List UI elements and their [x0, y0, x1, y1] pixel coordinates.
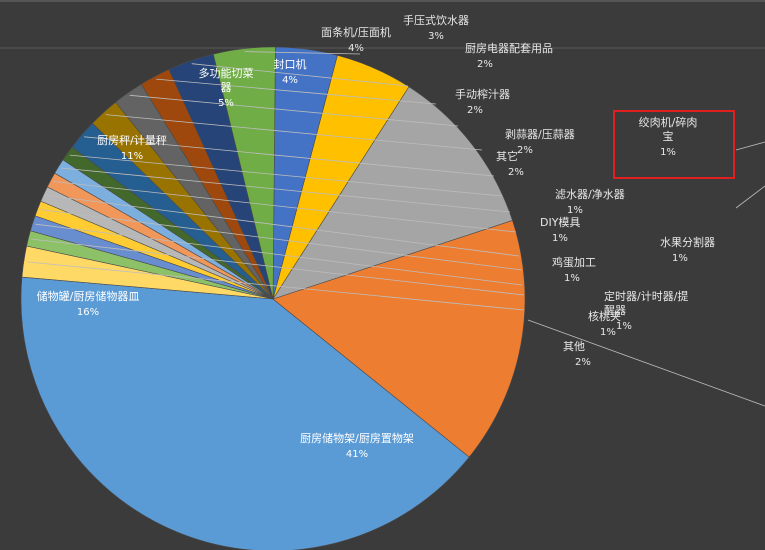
leader-line — [129, 94, 459, 127]
slice-percent: 2% — [508, 167, 524, 178]
slice-label: 滤水器/净水器 — [555, 187, 625, 201]
slice-label: 厨房秤/计量秤 — [97, 134, 167, 147]
slice-percent: 1% — [552, 233, 568, 244]
leader-line — [69, 154, 503, 197]
slice-label: 水果分割器 — [660, 235, 715, 249]
slice-label: 厨房储物架/厨房置物架 — [300, 431, 414, 445]
leader-line — [53, 181, 517, 233]
slice-label: 其他 — [563, 340, 585, 353]
slice-label: DIY模具 — [540, 216, 580, 229]
slice-label-line: 鸡蛋加工 — [552, 255, 596, 269]
slice-percent: 2% — [517, 145, 533, 156]
slice-percent: 41% — [346, 449, 368, 460]
slice-percent: 1% — [672, 253, 688, 264]
leader-line — [191, 63, 409, 87]
slice-label-line: 手动榨汁器 — [455, 87, 510, 101]
slice-percent: 1% — [660, 147, 676, 158]
leader-line — [40, 209, 523, 271]
slice-percent: 11% — [121, 151, 143, 162]
leader-line — [61, 167, 511, 213]
slice-label: 储物罐/厨房储物器皿 — [37, 289, 140, 303]
leader-line — [26, 261, 525, 311]
slice-label: 厨房电器配套用品 — [465, 42, 553, 55]
slice-percent: 2% — [467, 105, 483, 116]
slice-label: 其它 — [496, 149, 518, 163]
slice-label: 面条机/压面机 — [321, 25, 391, 39]
slice-percent: 1% — [600, 327, 616, 338]
slice-label-line: 厨房秤/计量秤 — [97, 134, 167, 147]
pie-slice — [20, 276, 470, 550]
leader-line — [156, 78, 437, 105]
edge-line-1 — [735, 141, 765, 151]
slice-percent: 3% — [428, 31, 444, 42]
slice-label-line: 核桃夹 — [588, 309, 621, 323]
slice-label: 多功能切菜器 — [199, 66, 254, 94]
slice-label-line: 多功能切菜 — [199, 66, 254, 80]
slice-label-line: 其它 — [496, 149, 518, 163]
highlight-box — [613, 110, 735, 179]
slice-label-line: 厨房电器配套用品 — [465, 42, 553, 55]
slice-percent: 1% — [567, 205, 583, 216]
slice-label: 手压式饮水器 — [403, 13, 469, 27]
slice-label: 绞肉机/碎肉宝 — [639, 115, 698, 143]
slice-percent: 2% — [477, 59, 493, 70]
slice-label-line: 厨房储物架/厨房置物架 — [300, 431, 414, 445]
leader-line — [35, 223, 523, 286]
leader-line — [244, 51, 361, 55]
pie-slice — [21, 245, 274, 300]
slice-label-line: DIY模具 — [540, 216, 580, 229]
slice-label-line: 宝 — [663, 129, 674, 143]
slice-label-line: 器 — [221, 81, 232, 94]
slice-label-line: 其他 — [563, 340, 585, 353]
slice-label: 定时器/计时器/提醒器 — [604, 289, 688, 317]
edge-line-3 — [527, 319, 765, 407]
slice-percent: 1% — [564, 273, 580, 284]
slice-label-line: 醒器 — [604, 304, 626, 317]
leader-line — [105, 114, 483, 151]
leader-line — [31, 238, 525, 296]
slice-label: 剥蒜器/压蒜器 — [505, 128, 575, 141]
slice-label: 封口机 — [274, 57, 307, 71]
slice-label-line: 储物罐/厨房储物器皿 — [37, 289, 140, 303]
slice-label: 鸡蛋加工 — [552, 255, 596, 269]
slice-label-line: 手压式饮水器 — [403, 13, 469, 27]
slice-percent: 4% — [348, 43, 364, 54]
slice-percent: 2% — [575, 357, 591, 368]
slice-label-line: 滤水器/净水器 — [555, 187, 625, 201]
slice-label-line: 定时器/计时器/提 — [604, 289, 688, 303]
pie-slice — [272, 220, 526, 458]
slice-label-line: 封口机 — [274, 57, 307, 71]
leader-line — [46, 194, 520, 257]
slice-label: 核桃夹 — [588, 309, 621, 323]
slice-percent: 1% — [616, 321, 632, 332]
slice-label: 手动榨汁器 — [455, 87, 510, 101]
slice-percent: 5% — [218, 98, 234, 109]
slice-label-line: 绞肉机/碎肉 — [639, 115, 698, 129]
slice-label-line: 水果分割器 — [660, 235, 715, 249]
leader-line — [84, 136, 495, 177]
slice-label-line: 面条机/压面机 — [321, 25, 391, 39]
slice-percent: 16% — [77, 307, 99, 318]
edge-line-2 — [735, 185, 765, 209]
slice-percent: 4% — [282, 75, 298, 86]
slice-label-line: 剥蒜器/压蒜器 — [505, 128, 575, 141]
